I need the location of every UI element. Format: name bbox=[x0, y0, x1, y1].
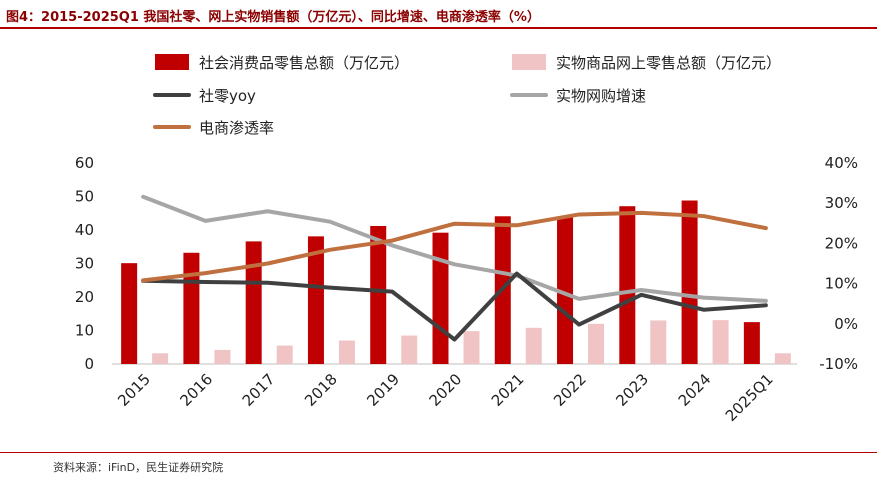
bar-online-sales bbox=[712, 320, 729, 364]
right-axis-tick-label: 20% bbox=[825, 234, 858, 252]
footer-divider bbox=[0, 452, 877, 453]
x-axis-tick-label: 2022 bbox=[550, 370, 590, 410]
bar-retail-sales bbox=[432, 232, 449, 364]
right-axis-tick-label: -10% bbox=[819, 355, 858, 373]
x-axis-tick-label: 2018 bbox=[301, 370, 341, 410]
source-note: 资料来源：iFinD，民生证券研究院 bbox=[53, 461, 224, 474]
left-axis-tick-label: 20 bbox=[75, 288, 94, 306]
left-axis-tick-label: 50 bbox=[75, 188, 94, 206]
bar-online-sales bbox=[588, 323, 605, 364]
x-axis-tick-label: 2021 bbox=[488, 370, 528, 410]
bar-retail-sales bbox=[121, 263, 138, 364]
left-axis-tick-label: 10 bbox=[75, 322, 94, 340]
legend: 社会消费品零售总额（万亿元） 实物商品网上零售总额（万亿元） 社零yoy 实物网购增速… bbox=[153, 54, 781, 137]
legend-label: 社零yoy bbox=[199, 87, 256, 105]
line-retail-yoy bbox=[141, 271, 768, 342]
bar-online-sales bbox=[152, 353, 169, 364]
right-axis-tick-label: 30% bbox=[825, 194, 858, 212]
right-axis-tick-label: 0% bbox=[834, 315, 858, 333]
legend-label: 电商渗透率 bbox=[199, 119, 274, 137]
bar-retail-sales bbox=[370, 225, 387, 364]
bar-online-sales bbox=[401, 335, 418, 364]
bar-retail-sales bbox=[245, 241, 262, 364]
x-axis-tick-label: 2020 bbox=[426, 370, 466, 410]
right-axis-tick-label: 40% bbox=[825, 154, 858, 172]
legend-swatch bbox=[512, 54, 546, 70]
bar-retail-sales bbox=[681, 200, 698, 364]
bar-retail-sales bbox=[183, 252, 200, 364]
bar-online-sales bbox=[525, 327, 542, 364]
combo-chart: 社会消费品零售总额（万亿元） 实物商品网上零售总额（万亿元） 社零yoy 实物网购增速… bbox=[75, 54, 858, 425]
bar-online-sales bbox=[276, 345, 293, 364]
x-axis-tick-label: 2023 bbox=[612, 370, 652, 410]
left-axis-tick-label: 60 bbox=[75, 154, 94, 172]
bars bbox=[121, 200, 791, 364]
legend-label: 实物网购增速 bbox=[556, 87, 646, 105]
x-axis-tick-label: 2025Q1 bbox=[722, 370, 777, 425]
chart-title: 图4：2015-2025Q1 我国社零、网上实物销售额（万亿元）、同比增速、电商… bbox=[6, 10, 540, 25]
left-axis-tick-label: 0 bbox=[84, 355, 94, 373]
title-divider bbox=[0, 27, 877, 29]
x-axis-tick-label: 2016 bbox=[177, 370, 217, 410]
line-online-growth bbox=[141, 194, 768, 303]
bar-retail-sales bbox=[307, 236, 324, 364]
bar-online-sales bbox=[650, 320, 667, 364]
x-axis-tick-label: 2015 bbox=[114, 370, 154, 410]
bar-retail-sales bbox=[557, 216, 574, 364]
left-axis-tick-label: 30 bbox=[75, 255, 94, 273]
right-axis-tick-label: 10% bbox=[825, 275, 858, 293]
legend-label: 实物商品网上零售总额（万亿元） bbox=[556, 54, 781, 72]
legend-label: 社会消费品零售总额（万亿元） bbox=[199, 54, 409, 72]
x-axis-tick-label: 2019 bbox=[363, 370, 403, 410]
bar-retail-sales bbox=[619, 206, 636, 364]
x-axis-tick-label: 2024 bbox=[675, 370, 715, 410]
bar-online-sales bbox=[463, 331, 480, 364]
lines bbox=[141, 194, 768, 342]
left-axis-tick-label: 40 bbox=[75, 221, 94, 239]
bar-online-sales bbox=[338, 340, 355, 364]
legend-swatch bbox=[155, 54, 189, 70]
line-ecommerce-penetration bbox=[141, 210, 768, 283]
bar-online-sales bbox=[214, 349, 231, 364]
bar-retail-sales bbox=[743, 322, 760, 364]
x-axis-tick-label: 2017 bbox=[239, 370, 279, 410]
bar-online-sales bbox=[774, 353, 791, 364]
